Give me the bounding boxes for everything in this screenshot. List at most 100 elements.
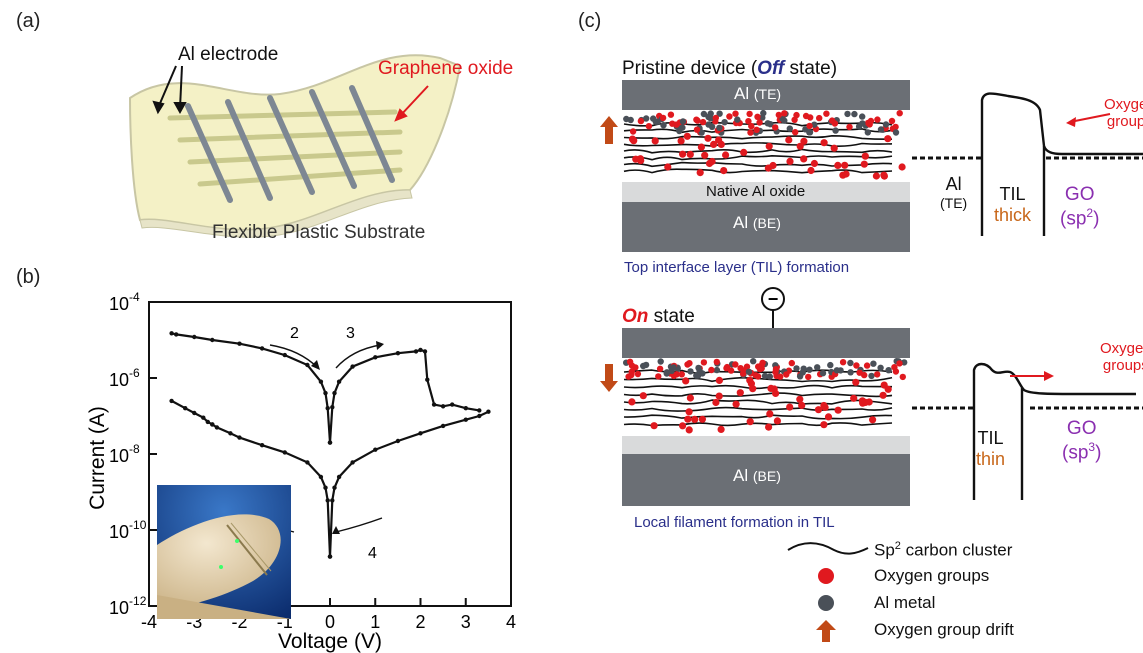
oxygen-group-particle [722,151,730,159]
bottom-band-diagram [912,362,1143,500]
data-point [350,460,355,465]
interface-particle [892,129,900,136]
oxygen-group-particle [679,422,687,430]
interface-particle [732,361,739,368]
interface-particle [806,129,813,136]
interface-particle [761,372,769,380]
band-al-sub: (TE) [940,195,968,211]
legend-al-metal: Al metal [874,593,936,612]
oxygen-group-particle [686,394,694,402]
interface-particle [656,365,664,372]
interface-particle [882,121,890,128]
interface-particle [679,118,687,125]
interface-particle [827,361,834,369]
interface-particle [629,128,637,135]
interface-particle [716,124,723,131]
interface-particle [700,359,708,366]
data-point [183,406,188,411]
oxygen-group-particle [884,385,892,393]
legend-drift-arrow-icon [816,620,836,642]
data-point [210,337,215,343]
carbon-cluster-line [623,399,893,405]
y-tick-label: 10-4 [109,290,140,314]
interface-particle [698,129,705,136]
interface-particle [859,113,866,120]
data-point [318,379,324,384]
go-sp3-label: GO (sp3) [1062,418,1101,464]
data-point [282,352,287,358]
sweep-curve-4 [328,410,489,557]
oxygen-group-particle [767,384,775,392]
legend-oxygen-icon [818,568,834,584]
oxygen-group-particle [830,144,838,152]
oxygen-group-particle [715,136,723,144]
interface-particle [775,111,782,119]
oxygen-group-particle [796,142,804,150]
interface-particle [732,110,739,117]
interface-particle [754,113,761,120]
interface-particle [657,358,664,365]
sweep-arrow-head-2 [311,360,320,370]
y-tick-label: 10-10 [109,518,147,542]
interface-particle [650,115,657,122]
legend-carbon-cluster-icon [787,542,869,555]
data-point [332,485,337,490]
x-tick-label: 4 [506,612,516,632]
oxygen-group-particle [628,135,637,143]
oxygen-group-particle [732,400,740,408]
interface-particle [699,118,707,126]
data-point [327,440,333,445]
data-point [169,398,174,404]
oxygen-group-particle [746,418,754,426]
interface-particle [814,364,821,371]
bottom-oxygen-groups-label: Oxygen groups [1100,340,1143,374]
oxygen-group-particle [677,137,685,145]
interface-particle [874,116,881,123]
til-formation-caption: Top interface layer (TIL) formation [624,259,850,276]
native-oxide-layer-on [622,436,910,454]
interface-particle [874,371,881,378]
go-label-bottom: GO [1066,418,1097,439]
interface-particle [772,366,780,373]
oxygen-group-particle [710,140,718,148]
panel-a-label: (a) [16,10,41,32]
bottom-oxygen-line1: Oxygen [1100,340,1143,357]
oxygen-group-particle [765,423,773,431]
data-point [350,364,355,369]
data-point [259,346,265,351]
data-point [332,390,337,396]
carbon-cluster-line [623,134,893,141]
oxygen-group-particle [685,426,693,434]
interface-particle [745,118,752,125]
interface-particle [819,370,827,377]
bottom-electrode-on [622,454,910,506]
til-label-bottom: TIL [977,428,1004,448]
carbon-cluster-line [623,142,893,147]
data-point [418,431,423,436]
sweep-arrow-head-3 [376,341,384,350]
top-electrode-on [622,328,910,358]
interface-particle [747,129,754,136]
sweep-arrow-head-4 [332,526,340,534]
interface-particle [756,119,763,126]
interface-particle [745,368,753,375]
off-state-word: Off [757,58,785,79]
oxygen-group-particle [820,421,828,429]
interface-particle [851,110,858,118]
interface-particle [760,109,767,117]
interface-particle [746,110,753,118]
interface-particle [713,358,720,366]
interface-particle [669,120,676,127]
interface-particle [846,123,853,131]
data-point [259,443,265,448]
oxygen-group-particle [785,136,793,144]
legend-al-metal-icon [818,595,834,611]
oxygen-group-particle [697,143,705,151]
on-state-device-stack [622,328,910,506]
data-point [192,410,197,416]
electron-terminal-icon: − [761,287,785,328]
carbon-cluster-line [623,384,893,390]
interface-particle [853,362,860,369]
oxygen-group-particle [820,401,828,410]
interface-particle [802,112,810,120]
